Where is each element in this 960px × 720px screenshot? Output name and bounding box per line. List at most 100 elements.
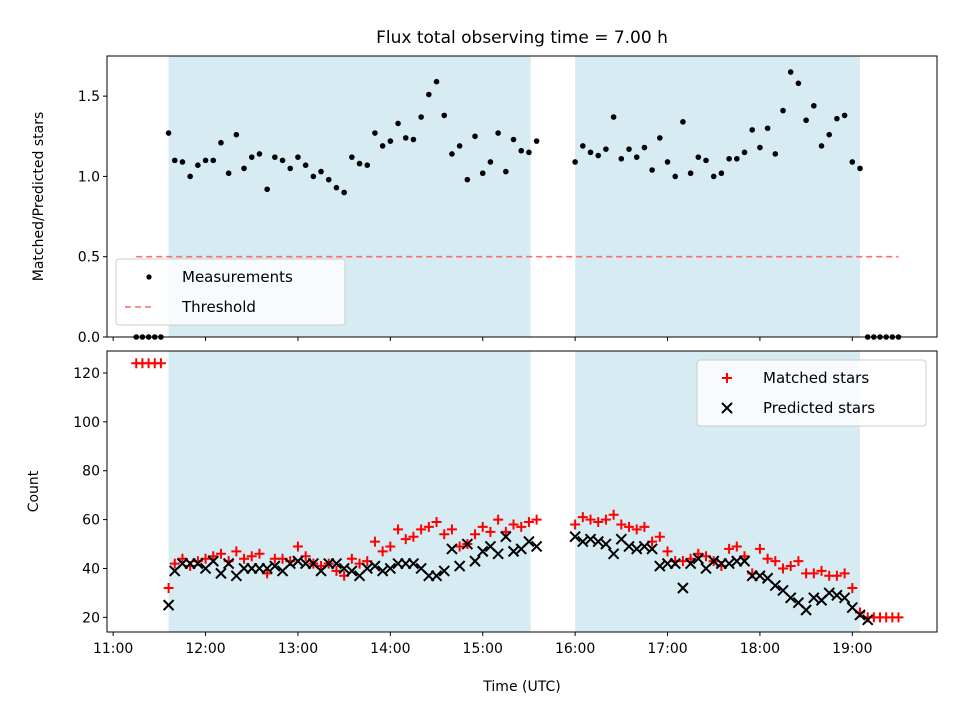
top-panel-ratio: 0.0 0.5 1.0 1.5 Matched/Predicted stars Measu… xyxy=(31,55,938,346)
data-point xyxy=(757,144,763,151)
data-point xyxy=(607,548,620,560)
data-point xyxy=(218,139,224,146)
data-point xyxy=(369,560,381,572)
data-point xyxy=(692,552,705,565)
data-point xyxy=(346,565,358,577)
data-point xyxy=(518,147,525,154)
data-point xyxy=(600,514,611,525)
data-point xyxy=(787,69,794,75)
data-point xyxy=(849,159,856,165)
y-tick-label: 100 xyxy=(73,415,100,431)
data-point xyxy=(526,149,532,156)
data-point xyxy=(624,521,635,532)
data-point xyxy=(838,592,851,604)
data-point xyxy=(187,173,193,180)
data-point xyxy=(418,114,424,120)
data-point xyxy=(723,557,735,570)
data-point xyxy=(402,135,409,141)
x-tick-label: 13:00 xyxy=(278,641,318,657)
data-point xyxy=(770,556,781,567)
data-point xyxy=(410,136,417,143)
data-point xyxy=(407,557,420,570)
data-point xyxy=(610,114,617,120)
data-point xyxy=(631,524,642,535)
x-tick-label: 16:00 xyxy=(555,641,595,657)
data-point xyxy=(662,546,673,557)
data-point xyxy=(780,107,786,114)
data-point xyxy=(584,533,597,545)
data-point xyxy=(376,565,389,577)
data-point xyxy=(772,151,779,157)
data-point xyxy=(693,548,704,559)
data-point xyxy=(841,112,848,119)
data-point xyxy=(477,545,489,558)
data-point xyxy=(430,570,443,582)
data-point xyxy=(163,583,174,594)
data-point xyxy=(708,555,720,567)
data-point xyxy=(592,535,604,548)
data-point xyxy=(585,514,596,525)
data-point xyxy=(364,162,371,168)
data-point xyxy=(495,130,501,136)
data-point xyxy=(503,168,509,175)
data-point xyxy=(492,548,504,560)
data-point xyxy=(687,170,694,177)
data-point xyxy=(818,143,825,149)
data-point xyxy=(762,553,773,564)
x-tick-label: 17:00 xyxy=(647,641,687,657)
data-point xyxy=(847,583,858,594)
data-point xyxy=(695,154,702,160)
legend-box xyxy=(696,359,927,427)
data-point xyxy=(738,555,751,567)
data-point xyxy=(785,592,797,604)
data-point xyxy=(741,149,748,156)
data-point xyxy=(778,563,789,574)
data-point xyxy=(816,565,827,576)
data-point xyxy=(669,557,681,570)
data-point xyxy=(593,517,604,528)
data-point xyxy=(808,568,819,579)
data-point xyxy=(408,531,419,542)
bottom-panel-counts: 20 40 60 80 100 120 11:00 12:00 13:00 14:00 15:00 1… xyxy=(26,350,938,657)
y-tick-label: 1.5 xyxy=(78,89,100,105)
data-point xyxy=(215,548,226,559)
legend-label: Threshold xyxy=(181,298,256,316)
data-point xyxy=(395,120,401,127)
data-point xyxy=(726,155,732,162)
data-point xyxy=(165,130,172,136)
data-point xyxy=(222,557,235,570)
data-point xyxy=(279,157,286,164)
data-point xyxy=(207,555,219,567)
data-point xyxy=(333,184,340,191)
data-point xyxy=(316,561,327,572)
data-point xyxy=(231,546,242,557)
data-point xyxy=(369,536,380,547)
axes-frame xyxy=(106,350,938,633)
data-point xyxy=(292,541,303,552)
data-point xyxy=(649,167,655,173)
data-point xyxy=(657,135,663,141)
data-point xyxy=(831,570,842,581)
data-point xyxy=(570,519,581,530)
data-point xyxy=(171,157,178,164)
data-point xyxy=(433,78,440,85)
data-point xyxy=(577,512,588,523)
data-point xyxy=(215,567,227,580)
y-axis-label: Count xyxy=(26,470,42,512)
data-point xyxy=(346,553,357,564)
data-point xyxy=(487,159,494,165)
observing-window-1 xyxy=(168,351,531,632)
data-point xyxy=(239,553,250,564)
data-point xyxy=(272,154,278,160)
data-point xyxy=(510,136,517,143)
data-point xyxy=(523,535,535,548)
data-point xyxy=(734,155,740,162)
data-point xyxy=(441,112,448,119)
data-point xyxy=(680,119,686,125)
data-point xyxy=(256,151,263,157)
data-point xyxy=(379,143,386,149)
y-axis-label: Matched/Predicted stars xyxy=(31,112,47,282)
data-point xyxy=(595,152,602,159)
legend-label: Predicted stars xyxy=(763,399,875,417)
